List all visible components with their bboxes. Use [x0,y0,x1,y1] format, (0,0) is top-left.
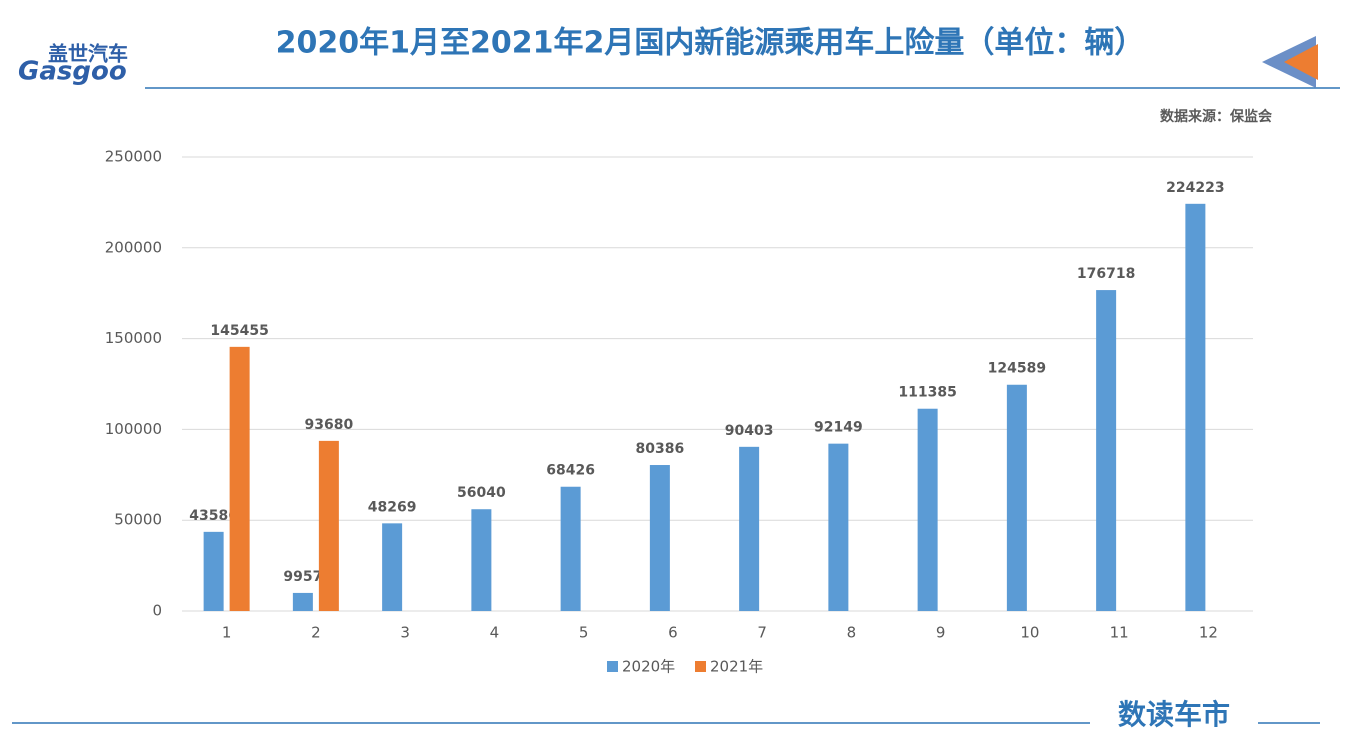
bar [739,446,760,611]
value-label: 56040 [457,485,506,501]
y-tick-label: 200000 [105,238,162,256]
bar [471,509,492,611]
x-tick-label: 6 [668,624,678,642]
legend-swatch [695,661,706,672]
value-label: 80386 [636,441,685,457]
x-tick-label: 12 [1199,624,1218,642]
x-tick-label: 4 [490,624,500,642]
chart-title: 2020年1月至2021年2月国内新能源乘用车上险量（单位：辆） [276,26,1145,61]
bar [229,346,250,611]
value-label: 145455 [210,323,268,339]
brand: 数读车市 [1118,698,1230,731]
bar [649,465,670,611]
bar [1006,384,1027,611]
x-tick-label: 11 [1110,624,1129,642]
plot: 0500001000001500002000002500001435861454… [105,148,1253,676]
bar [560,486,581,611]
y-tick-label: 250000 [105,148,162,166]
x-tick-label: 8 [847,624,857,642]
y-tick-label: 50000 [114,511,162,529]
value-label: 111385 [898,385,956,401]
logo-cn: 盖世汽车 [48,42,128,66]
x-tick-label: 3 [400,624,410,642]
value-label: 43586 [189,508,238,524]
bar [318,440,339,611]
source-note: 数据来源：保监会 [1160,108,1273,125]
y-tick-label: 0 [152,602,162,620]
arrow-icon [1284,44,1318,80]
bar [292,592,313,611]
value-label: 224223 [1166,180,1224,196]
x-tick-label: 9 [936,624,946,642]
value-label: 92149 [814,420,863,436]
value-label: 90403 [725,423,774,439]
legend-label: 2021年 [710,658,763,676]
value-label: 93680 [305,417,354,433]
value-label: 124589 [988,361,1046,377]
value-label: 176718 [1077,266,1135,282]
bar [203,531,224,611]
x-tick-label: 10 [1020,624,1039,642]
value-label: 48269 [368,499,417,515]
x-tick-label: 2 [311,624,321,642]
legend-label: 2020年 [622,658,675,676]
bar [1096,290,1117,611]
bar [382,523,403,611]
x-tick-label: 1 [222,624,232,642]
bar [1185,203,1206,611]
value-label: 9957 [283,569,322,585]
value-label: 68426 [546,463,595,479]
logo-en: Gasgoo [18,57,127,87]
y-tick-label: 150000 [105,329,162,347]
x-tick-label: 5 [579,624,589,642]
bar [828,443,849,611]
legend-swatch [607,661,618,672]
x-tick-label: 7 [757,624,767,642]
bar [917,408,938,611]
y-tick-label: 100000 [105,420,162,438]
